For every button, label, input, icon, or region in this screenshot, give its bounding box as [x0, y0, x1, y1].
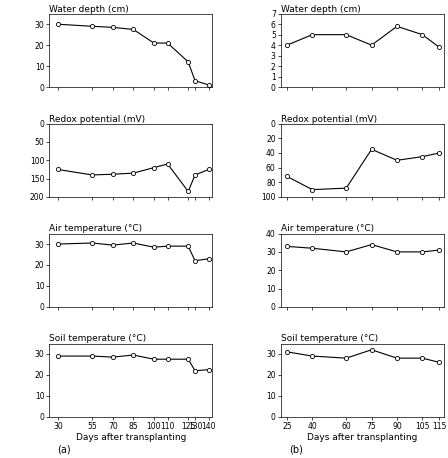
Text: Soil temperature (°C): Soil temperature (°C)	[49, 334, 146, 344]
Text: Water depth (cm): Water depth (cm)	[49, 5, 129, 14]
Text: Soil temperature (°C): Soil temperature (°C)	[280, 334, 378, 344]
Text: Redox potential (mV): Redox potential (mV)	[280, 114, 377, 124]
Text: Redox potential (mV): Redox potential (mV)	[49, 114, 146, 124]
X-axis label: Days after transplanting: Days after transplanting	[307, 433, 417, 442]
Text: (a): (a)	[57, 445, 71, 455]
Text: Air temperature (°C): Air temperature (°C)	[49, 224, 142, 234]
X-axis label: Days after transplanting: Days after transplanting	[76, 433, 186, 442]
Text: Water depth (cm): Water depth (cm)	[280, 5, 360, 14]
Text: (b): (b)	[289, 445, 303, 455]
Text: Air temperature (°C): Air temperature (°C)	[280, 224, 374, 234]
